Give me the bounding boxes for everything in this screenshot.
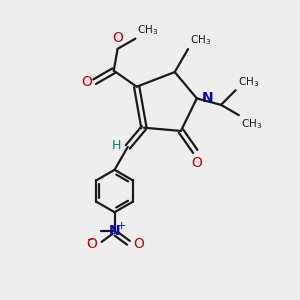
Text: O: O (133, 237, 144, 251)
Text: $^-$: $^-$ (85, 236, 95, 249)
Text: N: N (109, 224, 120, 239)
Text: CH$_3$: CH$_3$ (238, 75, 259, 88)
Text: +: + (116, 221, 126, 231)
Text: O: O (81, 75, 92, 89)
Text: O: O (86, 237, 97, 251)
Text: CH$_3$: CH$_3$ (190, 33, 211, 47)
Text: O: O (191, 156, 202, 170)
Text: N: N (202, 92, 213, 105)
Text: H: H (112, 139, 121, 152)
Text: O: O (112, 32, 123, 45)
Text: CH$_3$: CH$_3$ (137, 23, 158, 37)
Text: CH$_3$: CH$_3$ (241, 118, 262, 131)
